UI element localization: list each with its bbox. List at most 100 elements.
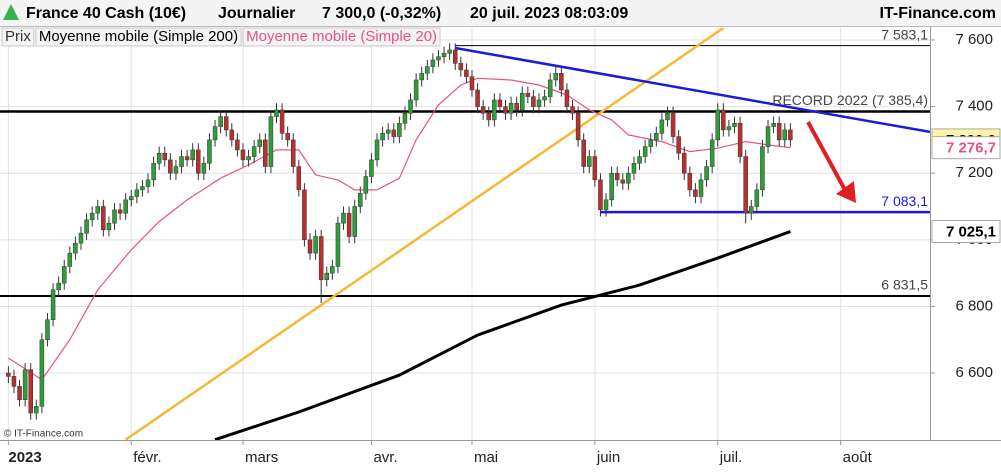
price-label-box [931, 219, 1001, 243]
candle-body [240, 149, 246, 161]
candle-body [609, 172, 614, 201]
candle-body [726, 126, 732, 131]
candle-body [296, 166, 302, 191]
candle-body [436, 56, 441, 61]
candle-body [698, 179, 704, 197]
candle-body [564, 89, 570, 107]
candle-body [654, 132, 659, 141]
instrument: France 40 Cash (10€) [26, 5, 186, 22]
header-bar [0, 0, 1001, 26]
candle-body [285, 132, 290, 141]
candle-body [760, 146, 765, 191]
candle-body [659, 119, 665, 134]
candle-body [168, 159, 173, 174]
x-tick-label: juin [596, 449, 620, 466]
candle-body [520, 93, 525, 111]
x-tick-label: juil. [719, 449, 743, 466]
candle-body [313, 236, 318, 254]
candle-body [575, 113, 581, 141]
candle-body [374, 139, 380, 161]
candle-body [358, 192, 363, 207]
x-tick-label: avr. [373, 449, 397, 466]
candle-body [34, 406, 39, 414]
candle-body [754, 189, 760, 207]
candle-body [514, 103, 519, 111]
candle-body [67, 252, 73, 267]
candle-body [184, 156, 190, 161]
candle-body [525, 93, 531, 97]
candle-body [503, 106, 508, 114]
candle-body [106, 222, 112, 231]
legend-label: Moyenne mobile (Simple 20) [246, 28, 437, 45]
candle-body [363, 176, 369, 194]
candle-body [307, 239, 313, 254]
candle-body [235, 139, 240, 151]
candle-body [765, 126, 771, 147]
candle-body [743, 156, 748, 214]
candle-body [721, 109, 726, 131]
candle-body [89, 212, 95, 221]
candle-body [268, 116, 274, 167]
candle-body [693, 189, 698, 197]
candle-body [631, 162, 637, 174]
candle-body [50, 289, 56, 321]
candle-body [251, 146, 257, 157]
x-tick-label: 2023 [8, 449, 41, 466]
x-tick-label: févr. [133, 449, 161, 466]
candle-body [129, 196, 134, 201]
candle-body [458, 63, 464, 71]
y-tick-label: 6 600 [955, 364, 993, 381]
candle-body [123, 199, 128, 214]
candle-body [61, 266, 67, 284]
y-tick-label: 7 400 [955, 98, 993, 115]
legend-label: Prix [5, 28, 31, 45]
candle-body [201, 162, 207, 174]
candle-body [212, 126, 218, 141]
candle-body [536, 99, 542, 107]
candle-body [776, 123, 782, 141]
candle-body [263, 139, 268, 167]
x-tick-label: mars [245, 449, 278, 466]
candle-body [56, 282, 61, 291]
arrow-head [836, 181, 856, 203]
candle-body [101, 206, 106, 231]
candle-body [419, 73, 424, 81]
candle-body [17, 386, 22, 400]
candle-body [687, 172, 693, 191]
period: Journalier [218, 5, 295, 22]
candle-body [587, 156, 592, 167]
legend-label: Moyenne mobile (Simple 200) [39, 28, 238, 45]
candle-body [330, 266, 335, 274]
candle-body [39, 339, 45, 407]
x-tick-label: août [843, 449, 873, 466]
candle-body [134, 189, 140, 197]
candle-body [665, 113, 670, 121]
candle-body [73, 242, 78, 254]
y-tick-label: 7 200 [955, 164, 993, 181]
candle-body [531, 96, 536, 107]
level-label: 7 083,1 [881, 193, 928, 209]
candle-body [95, 206, 100, 214]
candle-body [452, 49, 458, 64]
level-label: RECORD 2022 (7 385,4) [772, 92, 928, 108]
candle-body [508, 103, 514, 114]
candle-body [369, 159, 374, 177]
candle-body [318, 236, 324, 281]
candle-body [346, 212, 352, 237]
candle-body [391, 129, 397, 137]
candle-body [229, 129, 235, 141]
date: 20 juil. 2023 08:03:09 [470, 5, 628, 22]
candle-body [782, 129, 788, 141]
site: IT-Finance.com [880, 5, 996, 22]
candle-body [145, 179, 151, 187]
candle-body [279, 109, 285, 134]
candle-body [553, 73, 559, 81]
candle-body [581, 139, 586, 167]
candle-body [614, 172, 620, 181]
candle-body [492, 99, 497, 121]
candle-body [676, 136, 681, 154]
candle-body [22, 369, 28, 400]
moving-average [214, 230, 791, 440]
candle-body [771, 123, 776, 127]
